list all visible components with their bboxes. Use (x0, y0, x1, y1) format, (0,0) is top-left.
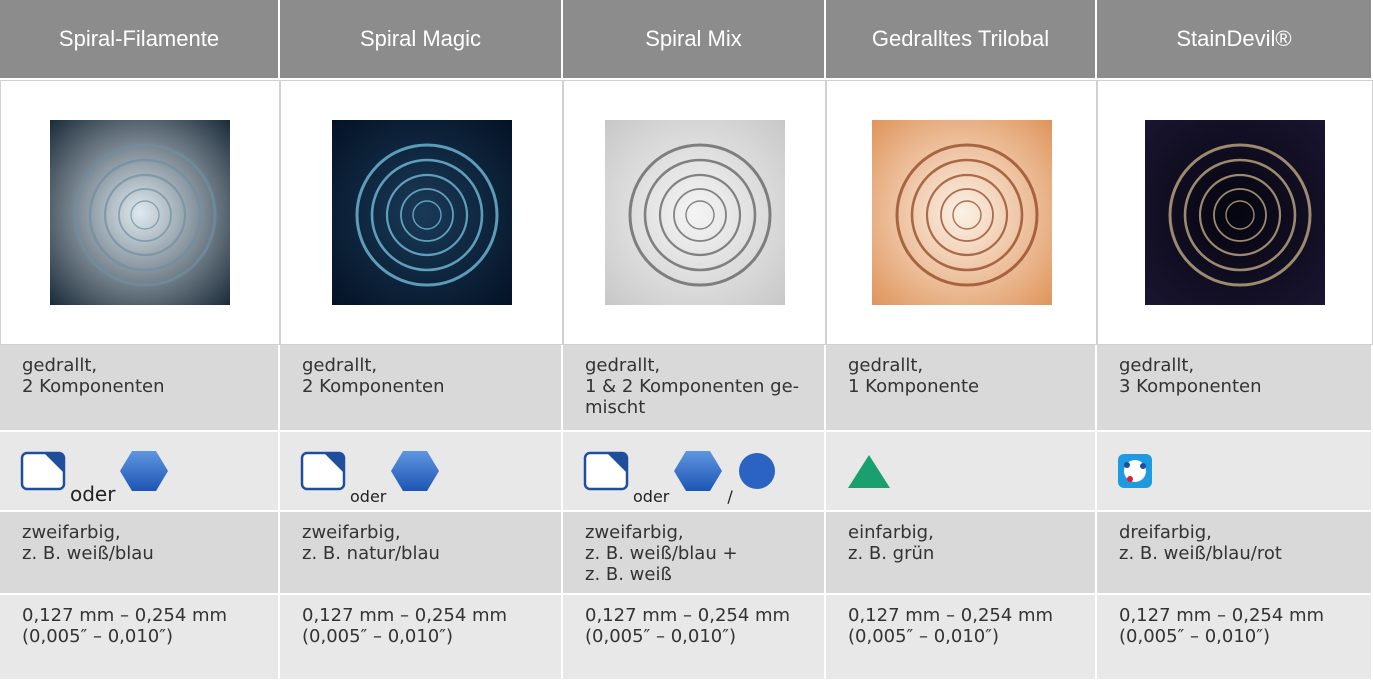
size-info: (0,005″ – 0,010″) (22, 626, 278, 647)
description: gedrallt, (22, 355, 278, 376)
product-image (332, 120, 512, 305)
shape-icon (20, 451, 66, 491)
size-info: 0,127 mm – 0,254 mm (1119, 605, 1371, 626)
description-cell: gedrallt,1 & 2 Komponenten ge-mischt (563, 345, 826, 432)
header-cell: Spiral Mix (563, 0, 826, 80)
header-cell: Gedralltes Trilobal (826, 0, 1097, 80)
connector-text: oder (70, 482, 115, 506)
shape-icon (1117, 453, 1153, 489)
color-info: zweifarbig, (22, 522, 278, 543)
product-image (872, 120, 1052, 305)
color-info-cell: zweifarbig,z. B. natur/blau (280, 512, 563, 595)
color-info: z. B. weiß/blau/rot (1119, 543, 1371, 564)
size-info: 0,127 mm – 0,254 mm (585, 605, 824, 626)
color-info: z. B. weiß (585, 564, 824, 585)
description-cell: gedrallt,3 Komponenten (1097, 345, 1373, 432)
color-info: z. B. weiß/blau (22, 543, 278, 564)
description: gedrallt, (302, 355, 561, 376)
shape-icon (119, 449, 169, 493)
image-cell (1097, 80, 1373, 345)
shape-cell: oder (280, 432, 563, 512)
description: 1 & 2 Komponenten ge- (585, 376, 824, 397)
size-info: (0,005″ – 0,010″) (848, 626, 1095, 647)
description-cell: gedrallt,2 Komponenten (0, 345, 280, 432)
shape-cell: oder (0, 432, 280, 512)
color-info-cell: dreifarbig,z. B. weiß/blau/rot (1097, 512, 1373, 595)
size-info: (0,005″ – 0,010″) (1119, 626, 1371, 647)
color-info-cell: zweifarbig,z. B. weiß/blau +z. B. weiß (563, 512, 826, 595)
image-cell (280, 80, 563, 345)
size-info-cell: 0,127 mm – 0,254 mm(0,005″ – 0,010″) (826, 595, 1097, 681)
shape-icon (673, 449, 723, 493)
description: 2 Komponenten (302, 376, 561, 397)
description: gedrallt, (848, 355, 1095, 376)
color-info: z. B. weiß/blau + (585, 543, 824, 564)
description: gedrallt, (585, 355, 824, 376)
image-cell (0, 80, 280, 345)
shape-icon (846, 451, 892, 491)
column-header: Spiral-Filamente (59, 26, 219, 52)
product-image (605, 120, 785, 305)
color-info: z. B. grün (848, 543, 1095, 564)
product-image (50, 120, 230, 305)
color-info-cell: zweifarbig,z. B. weiß/blau (0, 512, 280, 595)
image-cell (826, 80, 1097, 345)
column-header: Gedralltes Trilobal (872, 26, 1049, 52)
shape-cell (1097, 432, 1373, 512)
description: mischt (585, 397, 824, 418)
column-header: Spiral Magic (360, 26, 481, 52)
image-cell (563, 80, 826, 345)
connector-text: / (727, 487, 732, 506)
header-cell: Spiral Magic (280, 0, 563, 80)
shape-icon (300, 451, 346, 491)
description: 3 Komponenten (1119, 376, 1371, 397)
color-info: z. B. natur/blau (302, 543, 561, 564)
connector-text: oder (350, 487, 386, 506)
description-cell: gedrallt,1 Komponente (826, 345, 1097, 432)
shape-cell: oder / (563, 432, 826, 512)
header-cell: StainDevil® (1097, 0, 1373, 80)
header-cell: Spiral-Filamente (0, 0, 280, 80)
connector-text: oder (633, 487, 669, 506)
color-info: einfarbig, (848, 522, 1095, 543)
color-info-cell: einfarbig,z. B. grün (826, 512, 1097, 595)
size-info: 0,127 mm – 0,254 mm (22, 605, 278, 626)
color-info: zweifarbig, (585, 522, 824, 543)
description-cell: gedrallt,2 Komponenten (280, 345, 563, 432)
size-info: (0,005″ – 0,010″) (585, 626, 824, 647)
shape-icon (390, 449, 440, 493)
size-info-cell: 0,127 mm – 0,254 mm(0,005″ – 0,010″) (0, 595, 280, 681)
description: gedrallt, (1119, 355, 1371, 376)
size-info-cell: 0,127 mm – 0,254 mm(0,005″ – 0,010″) (563, 595, 826, 681)
column-header: Spiral Mix (645, 26, 742, 52)
size-info-cell: 0,127 mm – 0,254 mm(0,005″ – 0,010″) (280, 595, 563, 681)
comparison-table: Spiral-Filamentegedrallt,2 Komponentenod… (0, 0, 1373, 681)
shape-icon (737, 451, 777, 491)
color-info: dreifarbig, (1119, 522, 1371, 543)
product-image (1145, 120, 1325, 305)
column-header: StainDevil® (1176, 26, 1291, 52)
size-info: 0,127 mm – 0,254 mm (302, 605, 561, 626)
size-info: (0,005″ – 0,010″) (302, 626, 561, 647)
size-info: 0,127 mm – 0,254 mm (848, 605, 1095, 626)
shape-icon (583, 451, 629, 491)
color-info: zweifarbig, (302, 522, 561, 543)
shape-cell (826, 432, 1097, 512)
size-info-cell: 0,127 mm – 0,254 mm(0,005″ – 0,010″) (1097, 595, 1373, 681)
description: 2 Komponenten (22, 376, 278, 397)
description: 1 Komponente (848, 376, 1095, 397)
